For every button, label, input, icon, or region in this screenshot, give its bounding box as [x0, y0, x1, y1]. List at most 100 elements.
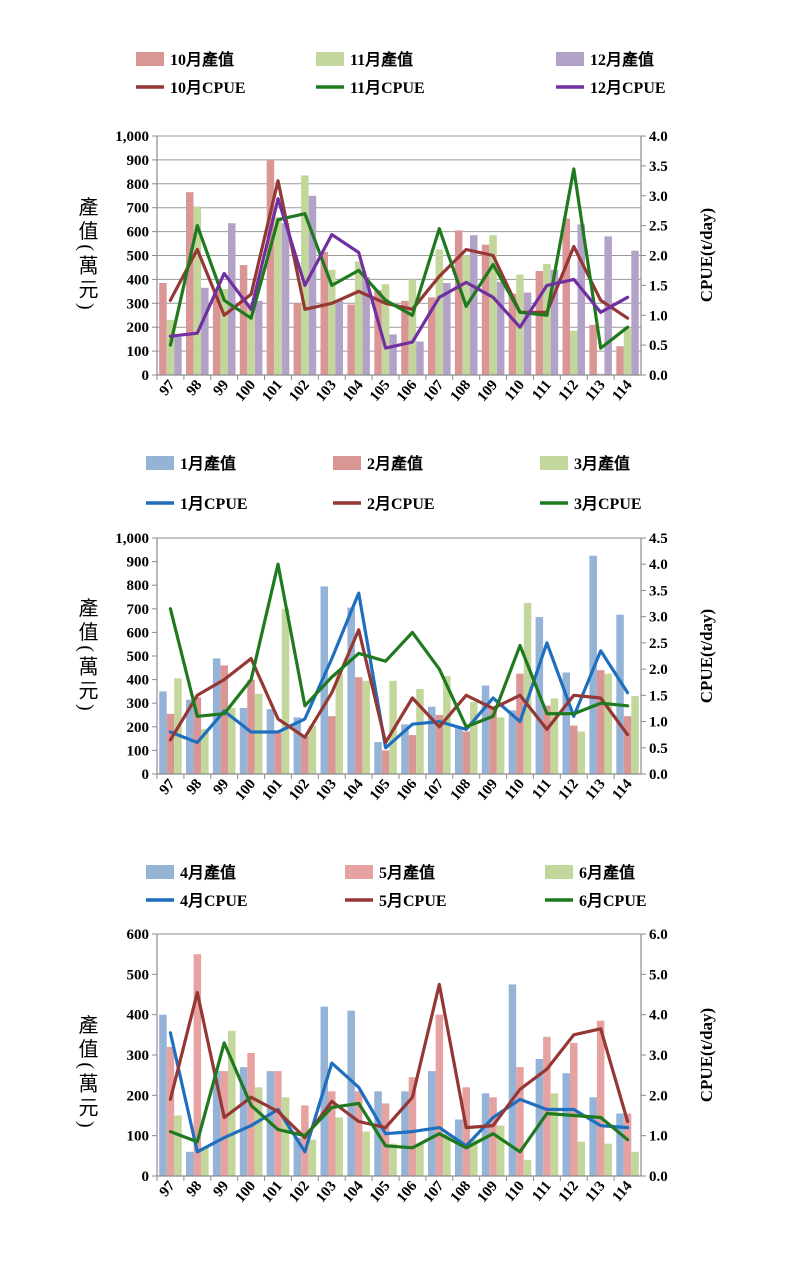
y-tick-label: 100: [127, 344, 150, 360]
bar: [301, 175, 309, 375]
bar: [159, 691, 167, 774]
bar: [596, 670, 605, 774]
x-tick-label: 99: [210, 776, 232, 798]
y-tick-label: 500: [127, 967, 150, 983]
legend: 10月產值 11月產值 12月產值 10月CPUE 11月CPUE 12月CPUE: [136, 50, 666, 97]
bar: [562, 672, 570, 774]
bar: [416, 341, 424, 375]
x-tick-label: 101: [259, 776, 286, 804]
bar: [401, 724, 409, 774]
bar: [362, 277, 370, 375]
bar: [523, 1159, 532, 1176]
y2-tick-label: 2.0: [649, 1088, 668, 1104]
y2-tick-label: 2.0: [649, 662, 668, 678]
bar: [623, 716, 632, 774]
x-tick-label: 105: [367, 377, 394, 405]
bar: [347, 304, 355, 375]
bar: [328, 1091, 336, 1176]
legend-swatch: [316, 52, 344, 66]
x-tick-label: 108: [448, 776, 475, 804]
legend-swatch: [333, 456, 361, 470]
bar: [435, 1014, 444, 1176]
y2-tick-label: 4.0: [649, 129, 668, 145]
y-tick-label: 0: [142, 767, 150, 783]
y-tick-label: 1,000: [115, 531, 149, 547]
legend-label: 5月產值: [379, 863, 435, 882]
bar: [247, 303, 255, 375]
bar: [335, 673, 343, 774]
x-tick-label: 102: [286, 377, 313, 405]
legend: 4月產值 5月產值 6月產值 4月CPUE 5月CPUE 6月CPUE: [146, 863, 647, 910]
bar: [293, 717, 302, 774]
bar: [266, 159, 275, 375]
x-tick-label: 97: [157, 377, 179, 399]
bar: [408, 735, 417, 774]
bar: [166, 320, 175, 375]
x-tick-label: 100: [232, 776, 259, 804]
y-tick-label: 400: [127, 1008, 150, 1024]
bar: [174, 336, 182, 375]
x-tick-label: 103: [313, 776, 340, 804]
y2-tick-label: 0.0: [649, 1169, 668, 1185]
bar: [589, 1097, 597, 1176]
line-series-11月CPUE: [168, 167, 630, 350]
legend-label: 6月產值: [579, 863, 635, 882]
y-tick-label: 300: [127, 1048, 150, 1064]
bar: [186, 192, 194, 375]
x-tick-label: 109: [474, 776, 501, 804]
x-tick-label: 111: [529, 776, 555, 802]
x-tick-label: 102: [286, 1178, 313, 1206]
y2-tick-label: 3.0: [649, 610, 668, 626]
y-tick-label: 900: [127, 555, 150, 571]
y2-tick-label: 2.5: [649, 636, 668, 652]
bar: [159, 1014, 167, 1176]
bar: [220, 1071, 228, 1176]
legend-swatch: [545, 865, 573, 879]
bar: [577, 224, 585, 375]
bar: [247, 679, 255, 774]
legend-swatch: [540, 456, 568, 470]
bar: [186, 1151, 194, 1176]
bar: [508, 710, 517, 774]
bar: [212, 290, 221, 375]
y2-tick-label: 4.0: [649, 1008, 668, 1024]
bar: [435, 715, 444, 774]
bar: [301, 1105, 309, 1176]
bar: [496, 281, 505, 375]
legend: 1月產值 2月產值 3月產值 1月CPUE 2月CPUE 3月CPUE: [146, 454, 642, 513]
bar: [362, 1131, 370, 1176]
bar: [604, 673, 612, 774]
y2-tick-label: 1.0: [649, 308, 668, 324]
x-tick-label: 104: [340, 776, 367, 804]
bar: [281, 1097, 290, 1176]
bar: [508, 984, 517, 1176]
bar: [454, 230, 463, 375]
bar: [508, 293, 517, 375]
x-tick-label: 112: [556, 377, 582, 404]
line-series-1月CPUE: [168, 591, 630, 750]
x-tick-label: 99: [210, 377, 232, 399]
legend-label: 10月CPUE: [170, 79, 246, 97]
x-tick-label: 99: [210, 1178, 232, 1200]
x-tick-label: 110: [502, 1178, 528, 1205]
bar: [347, 607, 355, 774]
x-tick-label: 106: [394, 776, 421, 804]
bar: [281, 608, 290, 774]
y2-tick-label: 2.5: [649, 219, 668, 235]
legend-label: 3月CPUE: [574, 495, 642, 513]
x-tick-label: 101: [259, 377, 286, 405]
y-tick-label: 0: [142, 368, 150, 384]
y-tick-label: 700: [127, 602, 150, 618]
bar: [523, 602, 532, 774]
bar: [308, 1139, 317, 1176]
bar: [354, 261, 363, 375]
y2-tick-label: 2.0: [649, 249, 668, 265]
y-tick-label: 300: [127, 696, 150, 712]
y2-tick-label: 0.0: [649, 368, 668, 384]
x-tick-label: 108: [448, 377, 475, 405]
x-tick-label: 103: [313, 1178, 340, 1206]
bar: [543, 705, 551, 774]
line-series-3月CPUE: [168, 562, 630, 729]
legend-label: 11月CPUE: [350, 79, 425, 97]
bar: [589, 555, 597, 774]
